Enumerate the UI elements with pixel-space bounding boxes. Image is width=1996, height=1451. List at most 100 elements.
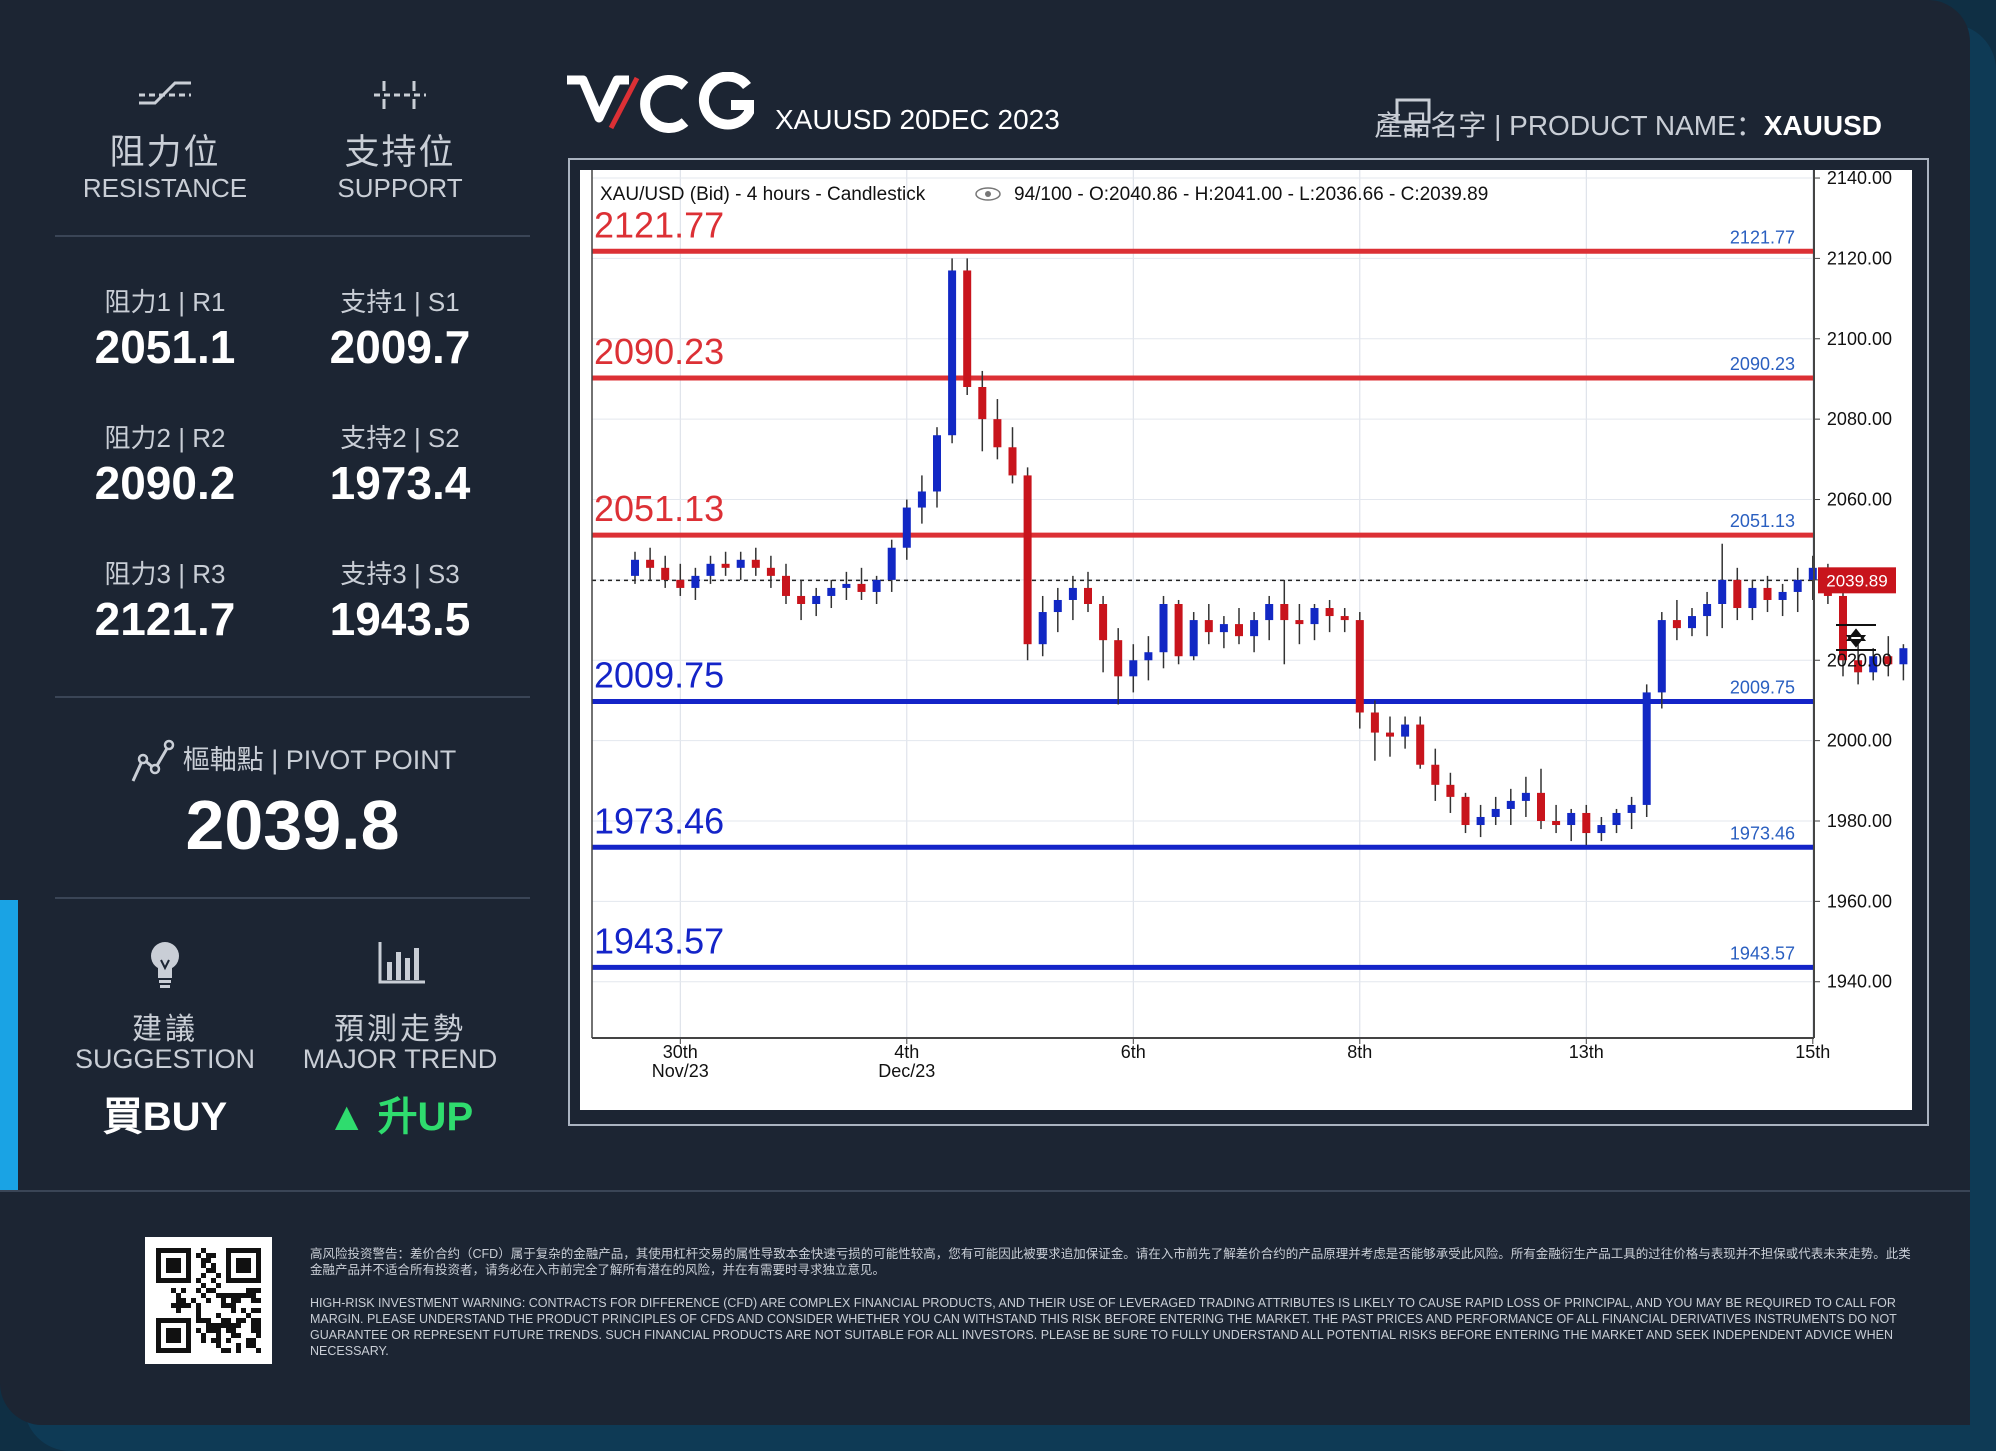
chart-axes: 2140.002120.002100.002080.002060.002040.… xyxy=(591,168,1896,1081)
candle xyxy=(1401,724,1410,737)
suggestion-value: 買BUY xyxy=(102,1095,228,1139)
pivot-value: 2039.8 xyxy=(185,786,400,864)
candle xyxy=(1733,579,1742,609)
level-tag: 2121.77 xyxy=(1730,227,1795,247)
level-tag: 2090.23 xyxy=(1730,354,1795,374)
candle xyxy=(1370,712,1379,733)
candle xyxy=(857,583,866,592)
candle xyxy=(766,567,775,576)
qr-module xyxy=(171,1303,176,1308)
qr-module xyxy=(246,1288,251,1293)
qr-module xyxy=(196,1308,201,1313)
divider xyxy=(55,696,530,698)
qr-module xyxy=(216,1313,221,1318)
qr-module xyxy=(216,1273,221,1278)
y-tick-label: 2060.00 xyxy=(1827,490,1892,510)
qr-module xyxy=(221,1293,226,1298)
qr-module xyxy=(221,1303,226,1308)
candle xyxy=(1537,792,1545,821)
disclaimer-zh: 高风险投资警告：差价合约（CFD）属于复杂的金融产品，其使用杠杆交易的属性导致本… xyxy=(310,1247,1911,1277)
candle xyxy=(1597,825,1606,834)
qr-module xyxy=(226,1348,231,1353)
candle xyxy=(1552,821,1561,826)
candle xyxy=(1219,624,1228,633)
candle xyxy=(1491,808,1500,817)
candle xyxy=(978,387,987,420)
qr-module xyxy=(211,1288,216,1293)
candle xyxy=(1506,800,1515,809)
candle xyxy=(751,559,760,568)
candle xyxy=(646,559,655,568)
candle xyxy=(1099,604,1108,641)
qr-module xyxy=(241,1318,246,1323)
qr-module xyxy=(236,1318,241,1323)
candle xyxy=(1355,620,1364,713)
y-tick-label: 2000.00 xyxy=(1827,731,1892,751)
eye-icon xyxy=(975,187,1001,201)
chart-area: 2121.77 2121.77 2090.23 2090.23 2051.13 2051.… xyxy=(580,168,1968,1110)
candle xyxy=(1793,579,1802,592)
qr-module xyxy=(246,1343,251,1348)
qr-module xyxy=(201,1263,206,1268)
qr-module xyxy=(231,1328,236,1333)
qr-module xyxy=(246,1338,251,1343)
x-tick-label: 13th xyxy=(1569,1042,1604,1062)
qr-module xyxy=(201,1318,206,1323)
qr-module xyxy=(181,1303,186,1308)
candle xyxy=(1114,640,1123,677)
level-tag: 2009.75 xyxy=(1730,677,1795,697)
qr-module xyxy=(246,1313,251,1318)
trend-heading: 預測走勢 xyxy=(334,1013,466,1046)
qr-module xyxy=(251,1318,256,1323)
qr-module xyxy=(221,1323,226,1328)
chart-grid xyxy=(592,170,1814,1038)
candle xyxy=(1189,620,1198,657)
candle xyxy=(1310,608,1319,625)
level-tag: 1943.57 xyxy=(1730,943,1795,963)
r1-value: 2051.1 xyxy=(94,321,236,373)
qr-module xyxy=(201,1273,206,1278)
candle xyxy=(1325,608,1334,617)
report-card: 阻力位 RESISTANCE 支持位 SUPPORT 阻力1 | R1 2051… xyxy=(0,0,1970,1425)
support-heading: 支持位 xyxy=(344,133,456,172)
qr-module xyxy=(216,1323,221,1328)
candle xyxy=(1521,792,1530,801)
qr-module xyxy=(211,1328,216,1333)
candle xyxy=(1778,591,1787,600)
product-label: 產品名字 | PRODUCT NAME： xyxy=(1374,110,1764,141)
candle xyxy=(1642,692,1651,805)
candle xyxy=(1688,616,1696,629)
candle xyxy=(963,270,972,387)
qr-module xyxy=(216,1343,221,1348)
qr-module xyxy=(181,1288,186,1293)
candle xyxy=(1280,604,1289,621)
resistance-icon xyxy=(139,81,191,105)
qr-module xyxy=(166,1258,181,1273)
qr-module xyxy=(221,1348,226,1353)
y-tick-label: 2020.00 xyxy=(1827,650,1892,670)
qr-module xyxy=(196,1328,201,1333)
qr-module xyxy=(166,1328,181,1343)
candle xyxy=(842,583,851,588)
qr-module xyxy=(256,1308,261,1313)
candle xyxy=(1476,816,1485,826)
candle xyxy=(1869,656,1878,673)
qr-module xyxy=(256,1333,261,1338)
qr-module xyxy=(206,1328,211,1333)
x-tick-label: 30th xyxy=(663,1042,698,1062)
candle xyxy=(1884,656,1893,665)
x-tick-sublabel: Nov/23 xyxy=(652,1061,709,1081)
candle xyxy=(1612,812,1621,826)
qr-module xyxy=(176,1303,181,1308)
pivot-label: 樞軸點 | PIVOT POINT xyxy=(55,738,530,785)
resistance-heading-en: RESISTANCE xyxy=(82,173,248,203)
qr-module xyxy=(206,1253,211,1258)
qr-module xyxy=(206,1288,211,1293)
candle xyxy=(1159,604,1168,653)
x-tick-sublabel: Dec/23 xyxy=(878,1061,935,1081)
qr-module xyxy=(196,1253,201,1258)
level-lines: 2121.77 2121.77 2090.23 2090.23 2051.13 2051.… xyxy=(592,204,1814,970)
qr-module xyxy=(171,1288,176,1293)
accent-bar xyxy=(0,900,18,1190)
qr-code-image xyxy=(156,1248,261,1353)
